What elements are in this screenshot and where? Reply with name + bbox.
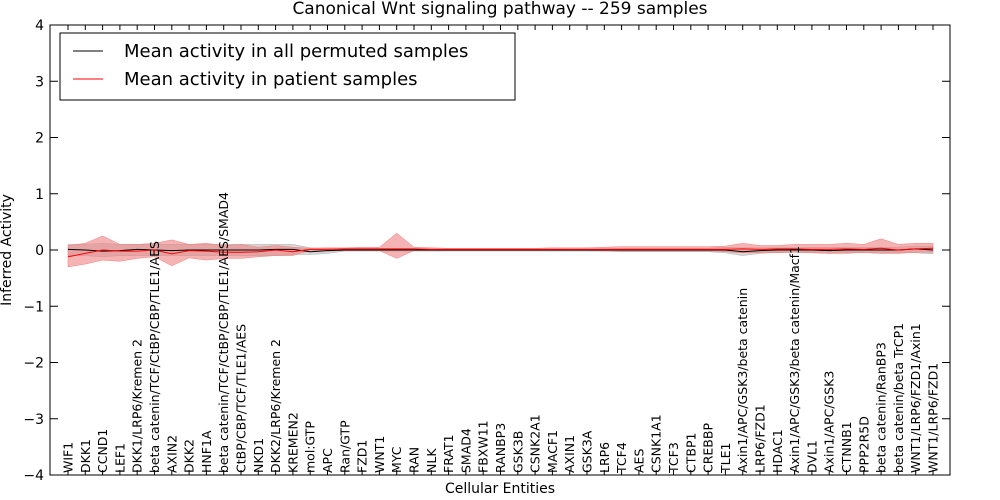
x-tick-label: LRP6/FZD1 <box>753 404 768 473</box>
legend: Mean activity in all permuted samples Mea… <box>59 32 516 101</box>
x-tick-label: NKD1 <box>251 438 266 473</box>
x-tick-label: PPP2R5D <box>856 416 871 473</box>
y-tick-label: −1 <box>23 299 44 315</box>
x-tick-label: DKK2 <box>182 439 197 473</box>
x-tick-label: beta catenin/beta TrCP1 <box>891 323 906 473</box>
x-tick-label: APC <box>320 448 335 473</box>
x-tick-label: CSNK2A1 <box>528 414 543 473</box>
y-tick-label: −3 <box>23 412 44 428</box>
chart-title: Canonical Wnt signaling pathway -- 259 s… <box>292 0 707 19</box>
x-tick-label: Axin1/APC/GSK3 <box>822 371 837 473</box>
y-tick-label: −2 <box>23 356 44 372</box>
x-tick-label: beta catenin/TCF/CtBP/CBP/TLE1/AES/SMAD4 <box>216 192 231 473</box>
y-tick-label: 1 <box>35 187 44 203</box>
x-tick-label: beta catenin/TCF/CtBP/CBP/TLE1/AES <box>147 241 162 473</box>
x-tick-labels: WIF1 DKK1 CCND1 LEF1 DKK1/LRP6/Kremen 2 beta … <box>61 25 941 475</box>
x-tick-label: CTNNB1 <box>839 421 854 473</box>
x-tick-label: Ran/GTP <box>337 420 352 473</box>
x-tick-label: CtBP/CBP/TCF/TLE1/AES <box>234 324 249 473</box>
y-tick-label: 0 <box>35 243 44 259</box>
x-tick-label: RAN <box>407 447 422 473</box>
x-tick-label: CTBP1 <box>683 433 698 473</box>
x-tick-label: FZD1 <box>355 440 370 473</box>
x-tick-label: RANBP3 <box>493 423 508 473</box>
x-tick-label: mol:GTP <box>303 421 318 473</box>
x-tick-label: TLE1 <box>718 443 733 474</box>
x-tick-label: DVL1 <box>804 440 819 473</box>
x-tick-label: TCF3 <box>666 442 681 474</box>
x-tick-label: KREMEN2 <box>285 412 300 473</box>
x-tick-label: LRP6 <box>597 442 612 473</box>
x-tick-label: MYC <box>389 446 404 473</box>
x-tick-label: CCND1 <box>95 429 110 473</box>
y-axis: 4 3 2 1 0 −1 −2 −3 −4 <box>23 18 950 484</box>
x-tick-label: HDAC1 <box>770 429 785 473</box>
x-tick-label: TCF4 <box>614 442 629 474</box>
x-tick-label: SMAD4 <box>458 428 473 473</box>
x-tick-label: WIF1 <box>61 442 76 473</box>
x-tick-label: FRAT1 <box>441 434 456 473</box>
x-tick-label: DKK1 <box>78 439 93 473</box>
x-tick-label: beta catenin/RanBP3 <box>874 342 889 473</box>
x-tick-label: WNT1/LRP6/FZD1 <box>926 363 941 473</box>
x-tick-label: WNT1/LRP6/FZD1/Axin1 <box>908 323 923 473</box>
x-tick-label: CSNK1A1 <box>649 414 664 473</box>
x-tick-label: GSK3A <box>580 430 595 473</box>
x-tick-label: LEF1 <box>112 443 127 473</box>
y-tick-label: −4 <box>23 468 44 484</box>
x-tick-label: Axin1/APC/GSK3/beta catenin/Macf1 <box>787 246 802 473</box>
legend-box <box>59 32 516 101</box>
x-tick-label: DKK1/LRP6/Kremen 2 <box>130 339 145 473</box>
y-tick-label: 4 <box>35 18 44 34</box>
x-tick-label: AXIN2 <box>164 435 179 473</box>
x-tick-label: AXIN1 <box>562 435 577 473</box>
x-axis-label: Cellular Entities <box>445 481 555 497</box>
x-tick-label: NLK <box>424 448 439 473</box>
x-tick-label: CREBBP <box>701 423 716 473</box>
x-tick-label: AES <box>631 449 646 473</box>
x-tick-label: HNF1A <box>199 430 214 473</box>
x-tick-label: FBXW11 <box>476 420 491 473</box>
x-tick-label: WNT1 <box>372 436 387 473</box>
legend-label: Mean activity in patient samples <box>124 69 418 90</box>
x-tick-label: DKK2/LRP6/Kremen 2 <box>268 339 283 473</box>
y-axis-label: Inferred Activity <box>0 194 15 306</box>
x-tick-label: Axin1/APC/GSK3/beta catenin <box>735 288 750 473</box>
x-tick-label: GSK3B <box>510 431 525 473</box>
y-tick-label: 2 <box>35 131 44 147</box>
legend-label: Mean activity in all permuted samples <box>124 41 468 62</box>
series-1-line <box>67 248 934 253</box>
series-2-line <box>67 247 934 258</box>
x-tick-label: MACF1 <box>545 430 560 473</box>
y-tick-label: 3 <box>35 74 44 90</box>
